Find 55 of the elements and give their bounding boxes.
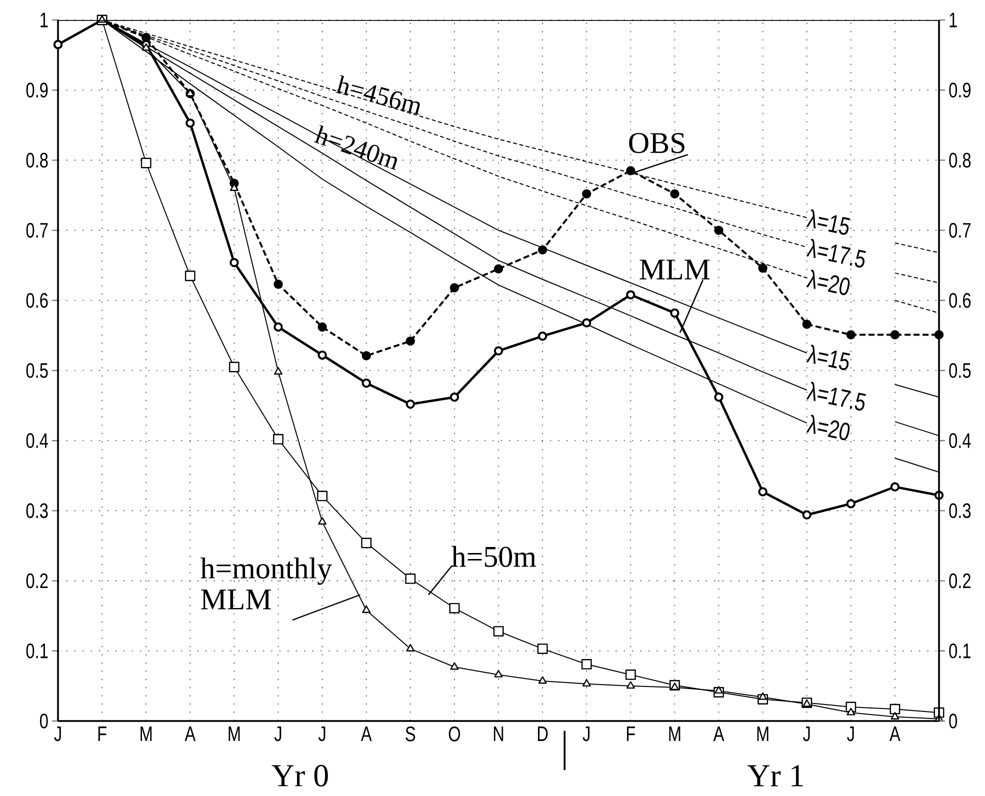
y2-tick-label: 0.4: [949, 433, 971, 448]
text: Yr 0: [272, 764, 328, 786]
text: λ=17.5: [806, 238, 866, 268]
x-tick-label: J: [803, 726, 810, 742]
text: λ=20: [806, 414, 850, 440]
y-tick-label: 0.9: [26, 82, 48, 98]
y-tick-label: 0.7: [26, 222, 48, 238]
y2-tick-label: 0.9: [949, 82, 971, 98]
y2-tick-label: 1: [950, 12, 957, 28]
x-tick-label: M: [757, 726, 768, 741]
y-tick-label: 0.5: [26, 363, 48, 378]
x-tick-label: A: [713, 726, 724, 741]
y2-tick-label: 0.6: [949, 292, 971, 308]
y-tick-label: 0.3: [26, 503, 48, 518]
x-tick-label: J: [582, 726, 590, 742]
y-tick-label: 0.6: [26, 292, 48, 308]
y2-tick-label: 0.7: [949, 222, 970, 238]
series-label: OBS: [629, 132, 684, 154]
x-tick-label: J: [318, 726, 326, 742]
y2-tick-label: 0.2: [949, 573, 970, 588]
text: Yr 1: [748, 765, 803, 786]
series-label: h=monthly MLM: [200, 557, 332, 610]
y2-tick-label: 0.1: [949, 643, 971, 658]
x-tick-label: M: [228, 726, 240, 741]
x-tick-label: A: [890, 726, 900, 741]
text: λ=15: [806, 209, 850, 235]
y2-tick-label: 0.8: [949, 152, 971, 168]
text: λ=15: [806, 344, 850, 370]
y-tick-label: 0.1: [26, 643, 48, 658]
x-tick-label: A: [360, 726, 372, 741]
series-label: MLM: [640, 260, 710, 280]
x-tick-label: D: [538, 726, 548, 741]
text: λ=17.5: [806, 382, 866, 411]
x-tick-label: M: [669, 726, 680, 741]
y2-tick-label: 0.5: [949, 363, 971, 378]
annotation: h=456m: [336, 74, 420, 115]
x-tick-label: O: [448, 726, 460, 742]
text: λ=20: [806, 270, 850, 296]
series-label: h=50m: [452, 546, 536, 567]
y2-tick-label: 0.3: [949, 503, 971, 518]
x-tick-label: S: [406, 726, 416, 742]
x-tick-label: F: [627, 726, 635, 741]
x-tick-label: N: [494, 726, 504, 741]
x-tick-label: F: [98, 726, 106, 741]
x-tick-label: M: [140, 726, 152, 741]
y-tick-label: 0.8: [26, 152, 48, 168]
y-tick-label: 0: [40, 714, 48, 728]
x-tick-label: J: [54, 726, 61, 742]
x-tick-label: A: [184, 726, 196, 741]
y-tick-label: 1: [40, 12, 48, 28]
y-tick-label: 0.2: [26, 573, 48, 588]
y2-tick-label: 0: [949, 714, 958, 728]
x-tick-label: J: [274, 726, 282, 742]
y-tick-label: 0.4: [26, 433, 48, 448]
x-tick-label: J: [847, 726, 854, 742]
